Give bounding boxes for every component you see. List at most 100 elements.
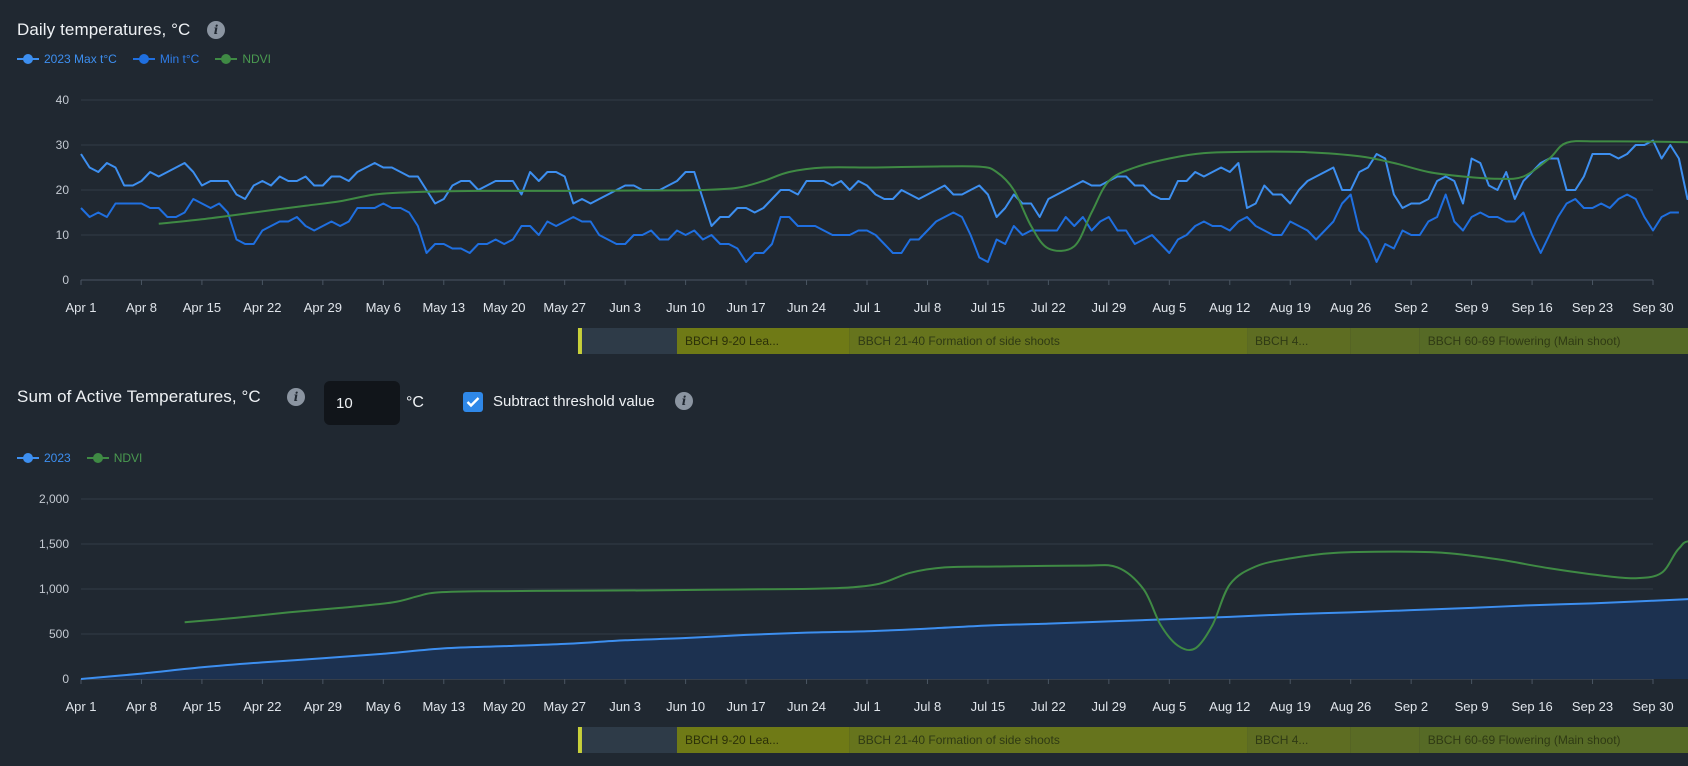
chart2-title: Sum of Active Temperatures, °C [17, 387, 261, 406]
x-tick-label: Jun 17 [727, 699, 766, 714]
x-tick-label: Jun 10 [666, 699, 705, 714]
phase-segment [676, 328, 850, 354]
daily-temperatures-chart: 0 10 20 30 40 Apr 1 Apr 8 Apr 15 Apr 22 Apr 29 May… [56, 93, 1688, 354]
y-tick-label: 10 [56, 228, 70, 242]
threshold-unit-label: °C [406, 394, 424, 411]
x-tick-label: Jul 22 [1031, 699, 1066, 714]
x-tick-label: Sep 30 [1632, 699, 1673, 714]
x-tick-label: Jul 29 [1091, 699, 1126, 714]
phase-segment [849, 328, 1248, 354]
phase-label: BBCH 21-40 Formation of side shoots [858, 733, 1060, 747]
checkmark-icon [466, 397, 480, 408]
x-tick-label: Jul 15 [971, 300, 1006, 315]
x-tick-label: May 6 [366, 699, 401, 714]
phase-start-handle [577, 727, 582, 753]
legend-item-ndvi[interactable]: NDVI [215, 52, 271, 66]
phase-segment [581, 727, 677, 753]
legend-2023-marker-icon [17, 453, 39, 463]
x-tick-label: Sep 23 [1572, 300, 1613, 315]
phase-bar: BBCH 9-20 Lea... BBCH 21-40 Formation of … [577, 727, 1688, 753]
y-tick-label: 20 [56, 183, 70, 197]
legend-item-min-temp[interactable]: Min t°C [132, 52, 200, 66]
x-tick-label: Sep 30 [1632, 300, 1673, 315]
x-tick-label: Apr 1 [65, 699, 96, 714]
phase-label: BBCH 4... [1255, 733, 1308, 747]
x-tick-label: Jun 3 [609, 300, 641, 315]
phase-bar: BBCH 9-20 Lea... BBCH 21-40 Formation of … [577, 328, 1688, 354]
series-line-ndvi [158, 140, 1688, 252]
x-tick-label: Apr 15 [183, 699, 221, 714]
series-line-ndvi [184, 540, 1688, 652]
x-tick-label: May 20 [483, 300, 526, 315]
x-tick-label: Sep 23 [1572, 699, 1613, 714]
phase-label: BBCH 21-40 Formation of side shoots [858, 334, 1060, 348]
legend-item-max-temp[interactable]: 2023 Max t°C [17, 52, 117, 66]
legend-item-2023[interactable]: 2023 [17, 451, 71, 465]
legend-ndvi2-label: NDVI [113, 451, 143, 465]
chart1-legend: 2023 Max t°C Min t°C NDVI [17, 52, 271, 66]
x-tick-label: Sep 2 [1394, 699, 1428, 714]
x-tick-label: Sep 9 [1455, 699, 1489, 714]
x-tick-label: Apr 1 [65, 300, 96, 315]
legend-max-label: 2023 Max t°C [44, 52, 117, 66]
series-line-2023-max-t-c [80, 139, 1688, 227]
x-tick-label: Sep 16 [1511, 699, 1552, 714]
y-tick-label: 500 [49, 627, 69, 641]
threshold-input[interactable] [324, 381, 400, 425]
x-tick-label: Jul 29 [1091, 300, 1126, 315]
x-tick-label: Jul 22 [1031, 300, 1066, 315]
x-tick-label: Sep 16 [1511, 300, 1552, 315]
chart1-info-icon[interactable]: i [207, 21, 225, 39]
legend-ndvi2-marker-icon [86, 453, 109, 463]
legend-max-marker-icon [17, 54, 39, 64]
phase-segment [1350, 328, 1420, 354]
x-tick-label: Aug 19 [1270, 699, 1311, 714]
legend-2023-label: 2023 [44, 451, 71, 465]
x-tick-label: Jul 8 [914, 699, 941, 714]
phase-segment [1350, 727, 1420, 753]
x-tick-label: Apr 8 [126, 300, 157, 315]
x-tick-label: Apr 29 [304, 699, 342, 714]
x-tick-label: Apr 22 [243, 300, 281, 315]
x-tick-label: Apr 15 [183, 300, 221, 315]
chart2-info-icon[interactable]: i [287, 388, 305, 406]
x-tick-label: Sep 9 [1455, 300, 1489, 315]
phase-segment [1419, 727, 1688, 753]
x-tick-label: May 20 [483, 699, 526, 714]
phase-label: BBCH 9-20 Lea... [685, 733, 779, 747]
legend-ndvi-label: NDVI [242, 52, 271, 66]
x-tick-label: May 13 [422, 699, 465, 714]
phase-start-handle [577, 328, 582, 354]
y-tick-label: 0 [62, 672, 69, 686]
x-tick-label: Jul 15 [971, 699, 1006, 714]
x-tick-label: May 27 [543, 300, 586, 315]
x-tick-label: Aug 26 [1330, 699, 1371, 714]
legend-min-label: Min t°C [159, 52, 200, 66]
subtract-threshold-label: Subtract threshold value [493, 393, 655, 410]
legend-item-ndvi-2[interactable]: NDVI [86, 451, 143, 465]
subtract-threshold-checkbox[interactable] [463, 392, 483, 412]
x-tick-label: May 13 [422, 300, 465, 315]
x-tick-label: May 27 [543, 699, 586, 714]
x-tick-label: Jun 17 [727, 300, 766, 315]
phase-segment [581, 328, 677, 354]
y-tick-label: 1,500 [39, 537, 69, 551]
x-tick-label: Aug 5 [1152, 699, 1186, 714]
y-tick-label: 1,000 [39, 582, 69, 596]
legend-ndvi-marker-icon [215, 54, 238, 64]
phase-label: BBCH 9-20 Lea... [685, 334, 779, 348]
phase-segment [1247, 328, 1351, 354]
chart2-legend: 2023 NDVI [17, 451, 142, 465]
x-tick-label: Jun 10 [666, 300, 705, 315]
x-tick-label: Aug 5 [1152, 300, 1186, 315]
x-tick-label: Jul 1 [853, 699, 880, 714]
phase-segment [1419, 328, 1688, 354]
x-tick-label: Jul 8 [914, 300, 941, 315]
x-tick-label: Sep 2 [1394, 300, 1428, 315]
x-tick-label: Jun 3 [609, 699, 641, 714]
phase-label: BBCH 60-69 Flowering (Main shoot) [1428, 733, 1621, 747]
series-area-2023 [81, 599, 1688, 679]
x-tick-label: Apr 29 [304, 300, 342, 315]
phase-label: BBCH 60-69 Flowering (Main shoot) [1428, 334, 1621, 348]
subtract-info-icon[interactable]: i [675, 392, 693, 410]
